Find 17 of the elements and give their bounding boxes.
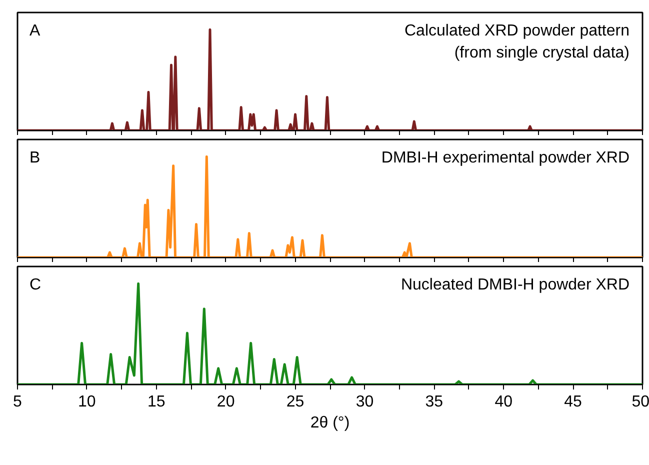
x-tick-label: 15 — [147, 394, 166, 410]
x-tick-label: 20 — [216, 394, 235, 410]
x-tick-label: 45 — [564, 394, 582, 410]
x-tick-label: 25 — [286, 394, 304, 410]
x-tick-label: 10 — [78, 394, 96, 410]
annotation: DMBI-H experimental powder XRD — [381, 150, 630, 166]
x-axis-title: 2θ (°) — [310, 414, 350, 432]
annotation: A — [30, 22, 40, 40]
annotation: B — [30, 150, 40, 166]
x-tick-label: 30 — [356, 394, 374, 410]
annotation: Nucleated DMBI-H powder XRD — [400, 276, 630, 294]
annotation: Calculated XRD powder pattern (from single crystal data) — [404, 22, 630, 62]
x-tick-label: 35 — [425, 394, 444, 410]
x-tick-label: 50 — [632, 394, 649, 410]
x-tick-label: 5 — [13, 394, 22, 410]
annotation: C — [30, 276, 42, 294]
x-tick-label: 40 — [494, 394, 513, 410]
